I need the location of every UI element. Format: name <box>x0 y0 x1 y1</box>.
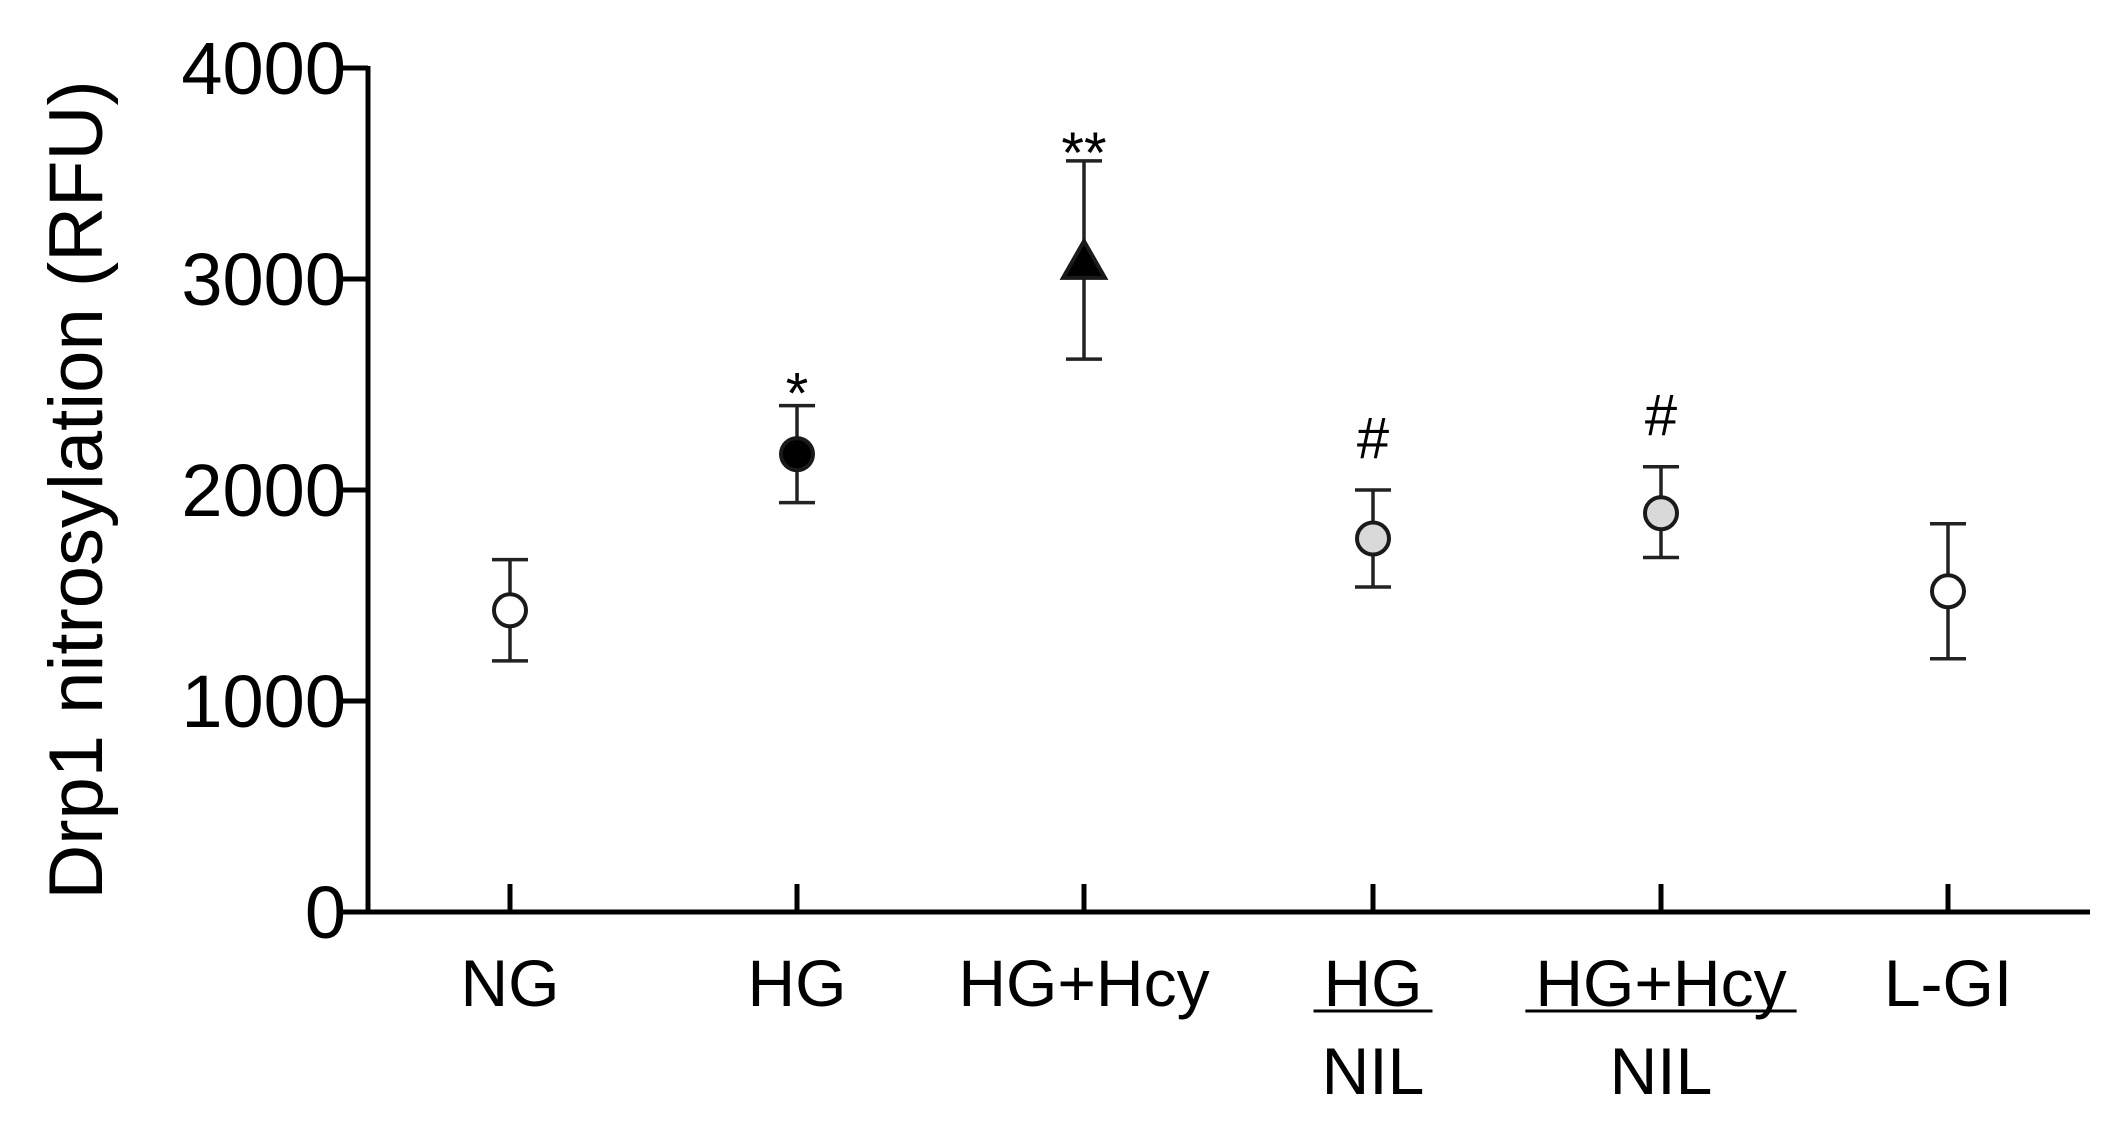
y-tick-label: 4000 <box>181 27 346 110</box>
axes <box>365 66 2090 915</box>
significance-annotation: * <box>786 362 809 427</box>
x-category-label: NG <box>461 946 560 1020</box>
x-category-label: NIL <box>1610 1034 1713 1108</box>
y-tick-label: 3000 <box>181 238 346 321</box>
y-tick-label: 2000 <box>181 449 346 532</box>
y-tick-label: 1000 <box>181 660 346 743</box>
x-category-labels: NG HG HG+Hcy HG NIL HG+Hcy NIL L-GI <box>461 884 2012 1108</box>
data-marker <box>1059 237 1109 280</box>
data-marker <box>1930 573 1966 610</box>
error-bars <box>492 159 1966 663</box>
data-marker <box>779 436 815 473</box>
x-category-label: HG <box>748 946 847 1020</box>
y-ticks: 0 1000 2000 3000 4000 <box>181 27 368 954</box>
x-category-label: HG+Hcy <box>958 946 1209 1020</box>
y-axis-label: Drp1 nitrosylation (RFU) <box>34 80 119 899</box>
data-marker <box>1355 520 1391 557</box>
x-category-label: HG+Hcy <box>1535 946 1786 1020</box>
x-category-label: HG <box>1324 946 1423 1020</box>
significance-annotation: ** <box>1061 121 1106 186</box>
data-markers <box>492 237 1966 629</box>
y-tick-label: 0 <box>305 871 346 954</box>
significance-annotation: # <box>1357 406 1389 471</box>
x-category-label: NIL <box>1322 1034 1425 1108</box>
significance-annotation: # <box>1645 383 1677 448</box>
data-marker <box>492 592 528 629</box>
data-marker <box>1643 495 1679 532</box>
significance-annotations: ***# # <box>786 121 1677 471</box>
x-category-label: L-GI <box>1884 946 2012 1020</box>
